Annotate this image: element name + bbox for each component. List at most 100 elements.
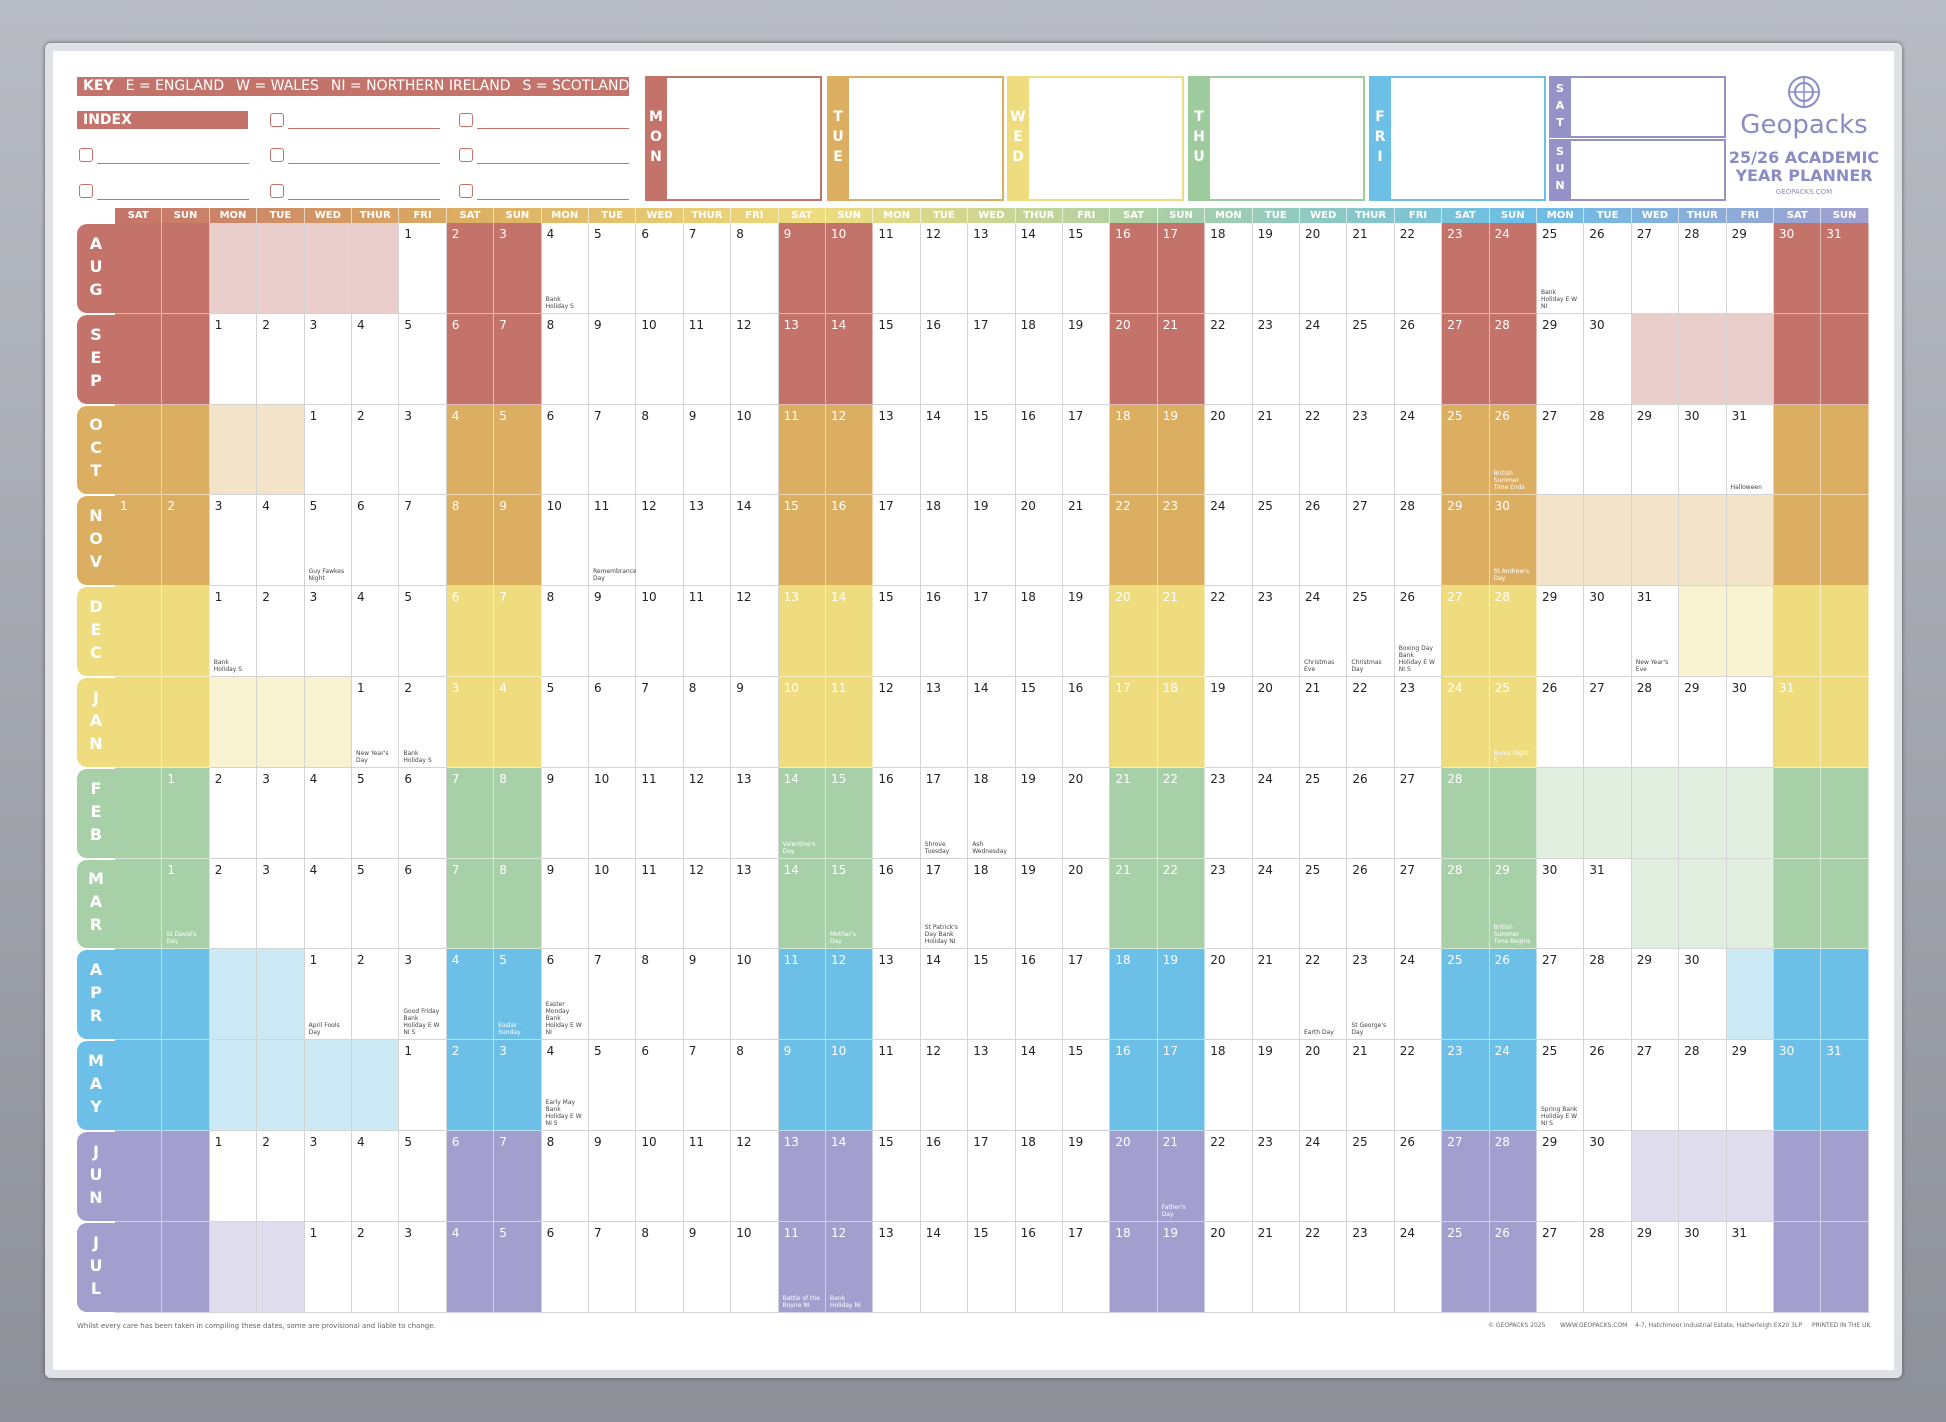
day-number: 7: [688, 227, 697, 241]
day-cell: [209, 1221, 258, 1313]
day-cell: 20: [1252, 677, 1300, 768]
day-cell: [352, 223, 400, 314]
day-cell: 14 Valentine's Day: [778, 767, 826, 859]
month-label: FEB: [77, 768, 115, 858]
day-cell: [257, 677, 305, 768]
day-number: 24: [1305, 590, 1321, 605]
day-number: 1: [404, 227, 413, 241]
day-cell: 18: [1157, 677, 1206, 768]
footer-item: WWW.GEOPACKS.COM: [1560, 1322, 1628, 1329]
day-number: 21: [1068, 499, 1084, 514]
day-cell: 26: [1489, 949, 1537, 1041]
day-cell: 4: [446, 1221, 495, 1313]
key-item: W = WALES: [236, 78, 319, 94]
day-number: 12: [736, 590, 752, 605]
day-number: 28: [1447, 771, 1463, 786]
day-cell: 8: [494, 767, 542, 859]
day-cell: 28: [1631, 677, 1680, 768]
day-number: 3: [309, 1135, 318, 1149]
day-cell: [257, 949, 305, 1041]
day-number: 16: [1115, 1044, 1131, 1059]
day-cell: 2: [352, 404, 400, 496]
day-number: 5: [546, 681, 555, 695]
weekday-header: WED: [305, 208, 352, 223]
day-cell: 30: [1774, 223, 1822, 314]
day-cell: 1 April Fools Day: [304, 949, 352, 1041]
day-cell: 21: [1157, 313, 1206, 405]
day-number: 5: [357, 771, 365, 786]
weekday-header: THUR: [1679, 208, 1727, 223]
day-number: 20: [1257, 681, 1273, 695]
day-cell: 7: [589, 404, 637, 496]
day-number: 12: [736, 1135, 752, 1149]
day-cell: 28: [1442, 858, 1490, 950]
day-cell: 12: [731, 586, 779, 677]
day-cell: 30: [1537, 858, 1585, 950]
day-cell: 30: [1726, 677, 1774, 768]
day-cell: 17: [1063, 1221, 1111, 1313]
day-cell: [209, 1040, 258, 1131]
day-number: 14: [1020, 227, 1036, 241]
footer-item: PRINTED IN THE UK: [1812, 1322, 1871, 1329]
day-number: 17: [1068, 408, 1084, 423]
day-number: 13: [925, 681, 942, 695]
day-number: 27: [1636, 1044, 1653, 1059]
day-number: 13: [736, 862, 752, 877]
day-note: Bank Holiday NI: [830, 1294, 861, 1309]
day-cell: [209, 223, 258, 314]
day-cell: 15: [1015, 677, 1063, 768]
day-cell: [1774, 313, 1822, 405]
day-number: 30: [1589, 317, 1605, 332]
day-cell: 18: [1110, 1221, 1158, 1313]
day-number: 21: [1162, 1135, 1179, 1149]
brand-title: YEAR PLANNER: [1735, 166, 1873, 185]
day-note: Shrove Tuesday: [924, 840, 950, 855]
day-cell: 20: [1205, 1221, 1253, 1313]
day-cell: 5: [399, 313, 447, 405]
day-cell: [1631, 767, 1680, 859]
day-number: 22: [1399, 227, 1416, 241]
day-cell: 15 Mother's Day: [826, 858, 874, 950]
day-number: 7: [688, 1044, 697, 1059]
day-number: 12: [878, 681, 894, 695]
day-cell: 28: [1584, 949, 1632, 1041]
day-cell: 31: [1584, 858, 1632, 950]
day-number: 4: [357, 1135, 365, 1149]
day-cell: [1679, 495, 1727, 587]
day-number: 10: [594, 862, 610, 877]
day-number: 9: [594, 317, 602, 332]
day-cell: 14: [826, 1131, 874, 1222]
day-cell: [1726, 767, 1774, 859]
day-number: 9: [783, 227, 792, 241]
day-number: 29: [1731, 227, 1747, 241]
day-cell: 19: [1205, 677, 1253, 768]
day-number: 21: [1162, 590, 1179, 605]
day-number: 1: [309, 408, 318, 423]
day-number: 6: [641, 1044, 650, 1059]
day-number: 6: [546, 953, 555, 968]
day-cell: [1821, 313, 1869, 405]
day-cell: 6: [541, 404, 589, 496]
day-cell: 19: [1252, 1040, 1300, 1131]
weekday-header: TUE: [1584, 208, 1632, 223]
weekday-header: TUE: [589, 208, 637, 223]
day-number: 15: [973, 953, 989, 968]
day-cell: 20: [1110, 1131, 1158, 1222]
day-number: 5: [404, 1135, 413, 1149]
day-number: 24: [1305, 317, 1321, 332]
day-cell: 15: [873, 586, 921, 677]
weekday-header: SUN: [1490, 208, 1537, 223]
day-note: Easter Monday Bank Holiday E W NI: [545, 1001, 582, 1037]
month-label: NOV: [77, 496, 115, 586]
day-number: 25: [1494, 681, 1510, 695]
day-number: 11: [878, 1044, 894, 1059]
day-cell: 23: [1347, 404, 1395, 496]
day-cell: 6: [541, 1221, 589, 1313]
day-cell: 16: [1015, 404, 1063, 496]
day-cell: 23: [1252, 586, 1300, 677]
day-cell: [162, 223, 210, 314]
day-number: 16: [831, 499, 847, 514]
day-cell: 31: [1821, 1040, 1869, 1131]
day-cell: 9: [541, 858, 589, 950]
weekday-header: MON: [1537, 208, 1585, 223]
